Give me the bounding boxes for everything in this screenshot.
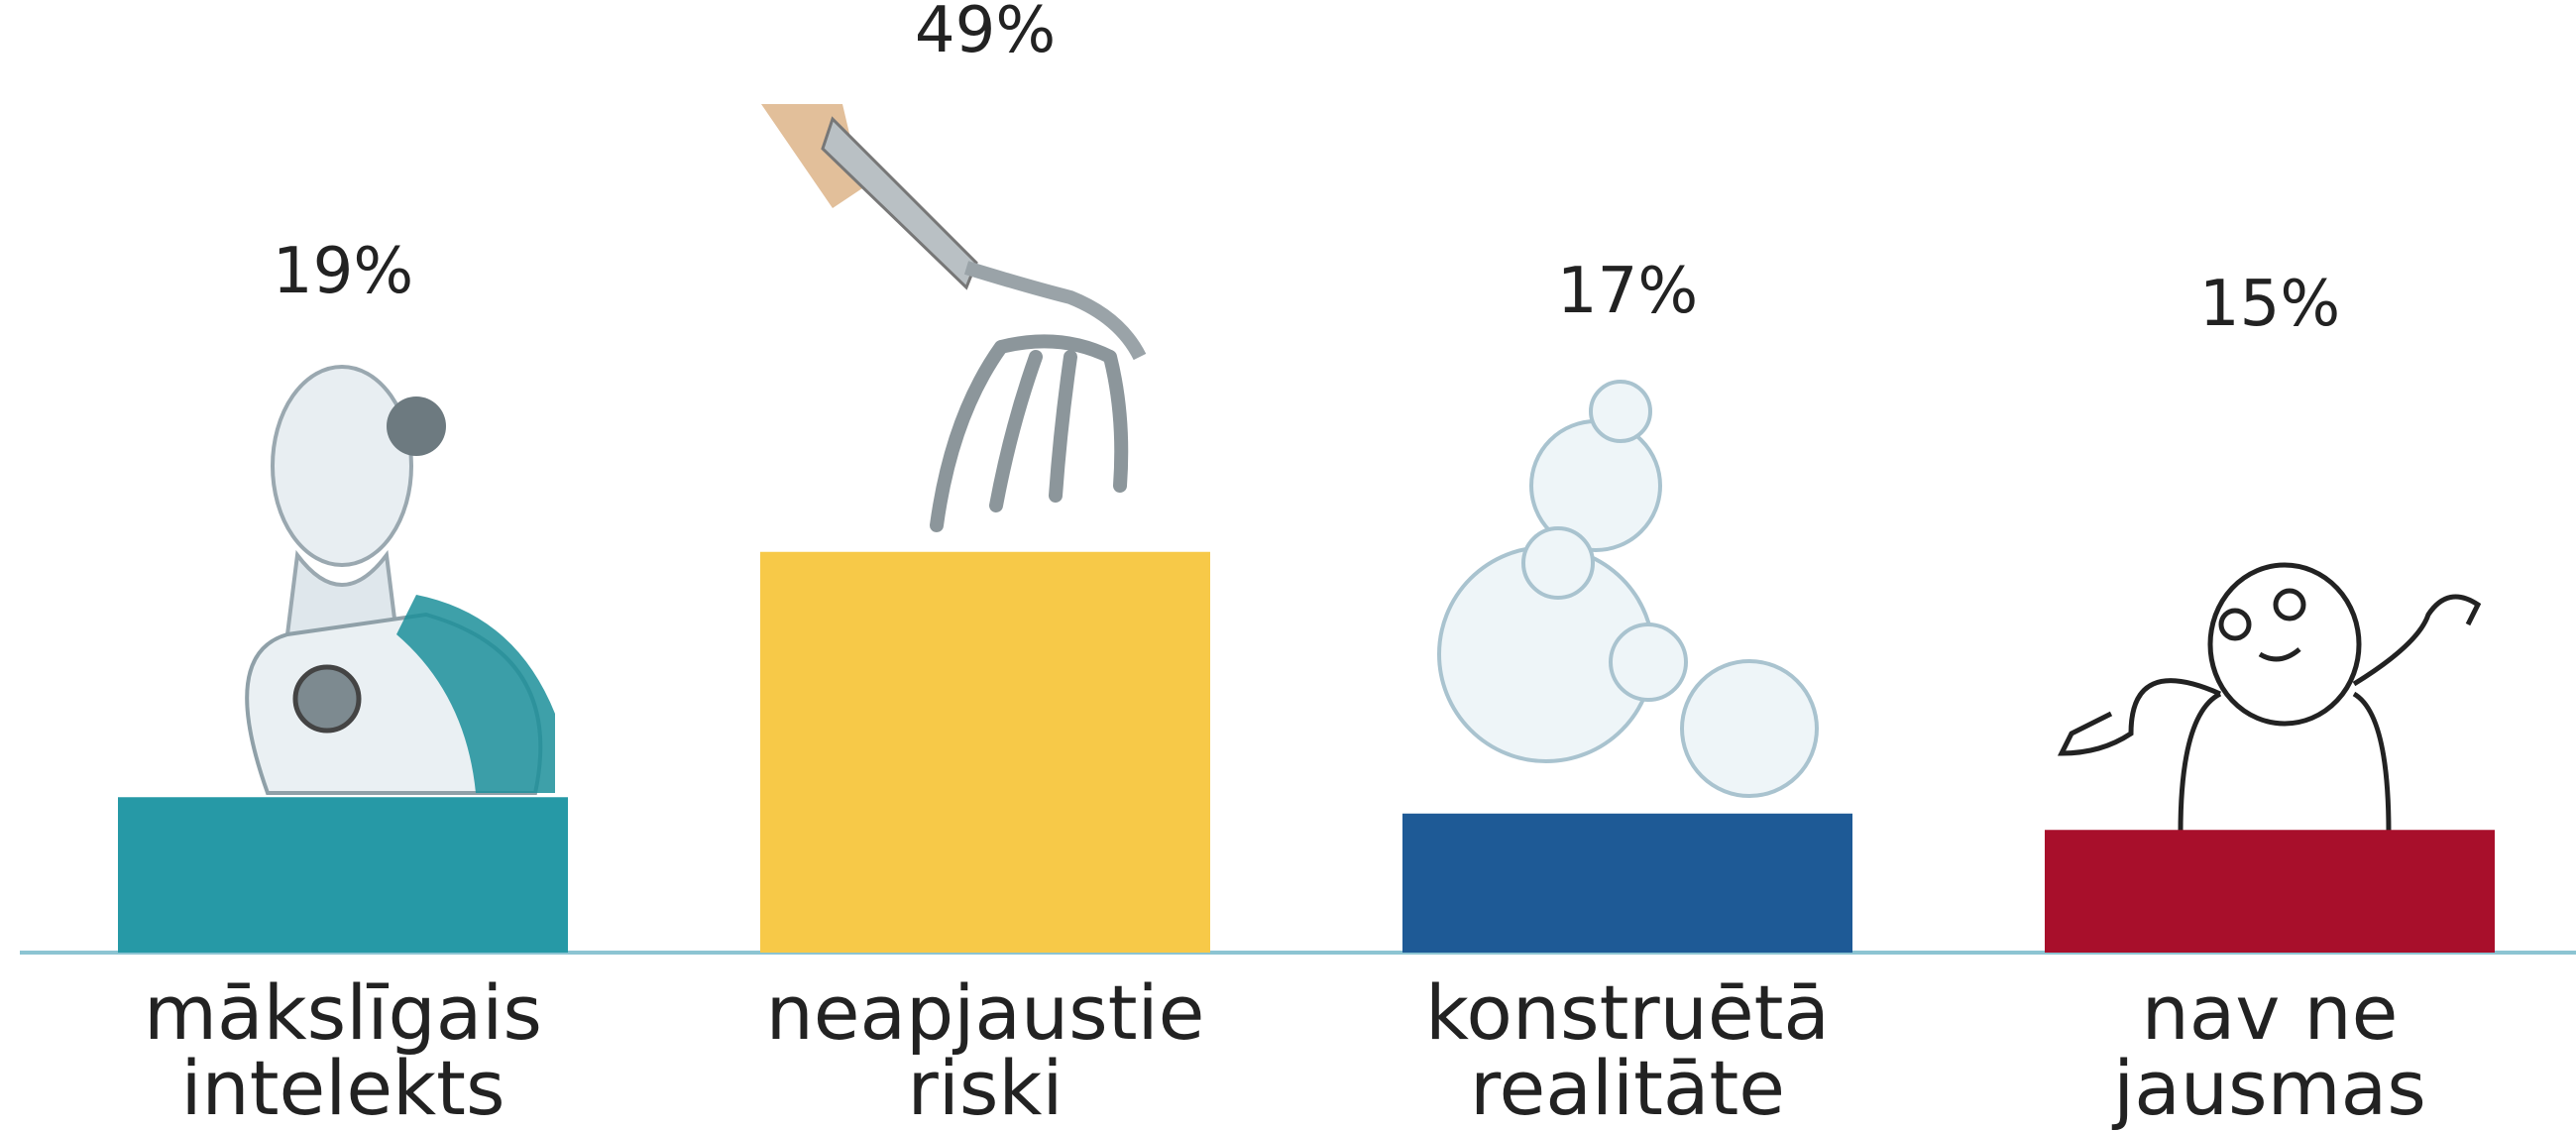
robot-illustration: [245, 365, 555, 795]
bar: [2045, 830, 2495, 953]
category-label: riski: [907, 1044, 1063, 1131]
bar: [760, 551, 1210, 953]
shrug-illustration: [2057, 562, 2482, 834]
category-label: realitāte: [1470, 1044, 1785, 1131]
category-label: nav ne: [2142, 968, 2399, 1057]
category-label: konstruētā: [1425, 968, 1830, 1057]
bar: [118, 797, 568, 953]
category-label: intelekts: [180, 1044, 504, 1131]
category-label: jausmas: [2111, 1044, 2426, 1131]
value-label: 15%: [2199, 268, 2340, 341]
bar: [1402, 813, 1852, 953]
category-label: mākslīgais: [144, 968, 542, 1057]
value-label: 17%: [1557, 255, 1698, 328]
bubbles-illustration: [1437, 380, 1819, 798]
value-label: 19%: [273, 235, 413, 308]
fork-illustration: [761, 104, 1147, 532]
category-label: neapjaustie: [766, 968, 1205, 1057]
value-label: 49%: [915, 0, 1056, 67]
